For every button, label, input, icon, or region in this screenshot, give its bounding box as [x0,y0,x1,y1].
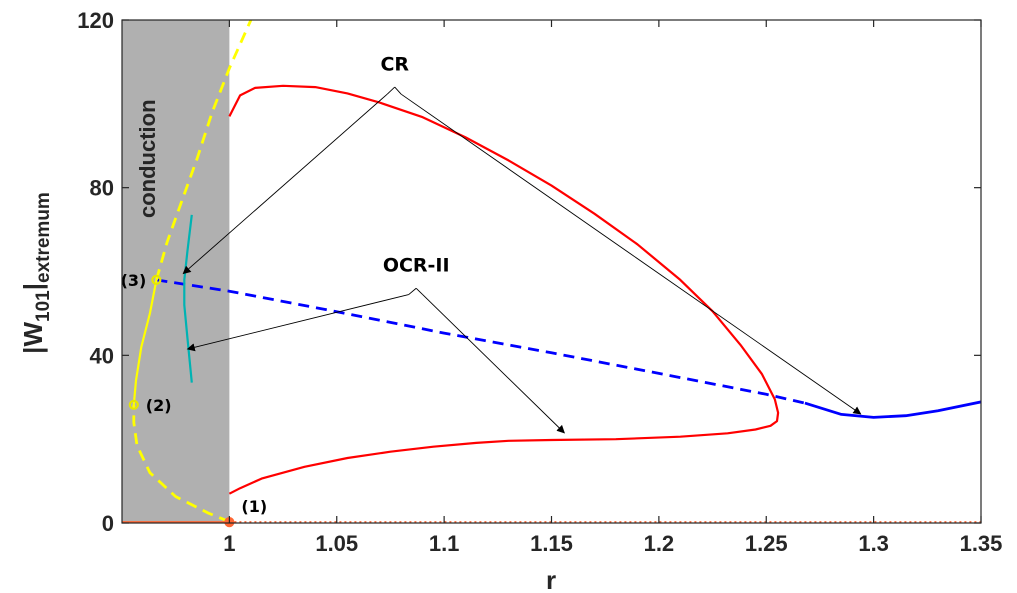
y-tick-label-2: 80 [90,176,114,201]
annotation-leader-1-0 [408,287,417,295]
series-line-4 [132,279,158,405]
annotation-text-1: OCR-II [383,255,450,277]
plot-frame [121,19,982,524]
x-tick-label-4: 1.2 [644,531,675,556]
marker-point-2 [151,274,162,285]
marker-label-0: (1) [241,497,267,516]
x-tick-label-5: 1.25 [745,531,788,556]
series-line-2 [804,400,981,419]
series-line-0 [228,84,780,495]
annotation-arrow-0-1 [400,93,862,415]
x-tick-label-1: 1.05 [315,531,358,556]
annotation-arrow-0-0 [182,93,388,275]
marker-point-1 [128,399,139,410]
x-tick-label-6: 1.3 [858,531,889,556]
y-axis-label: |W101|extremum [18,192,54,354]
x-tick-label-0: 1 [223,531,235,556]
annotation-arrow-1-1 [422,294,565,434]
marker-label-2: (3) [121,271,147,290]
annotation-text-0: CR [380,53,409,75]
y-tick-label-1: 40 [90,343,114,368]
annotation-leader-1-1 [415,287,423,295]
x-tick-label-2: 1.1 [429,531,460,556]
x-axis-label: r [546,565,556,593]
series-line-1 [156,278,806,405]
marker-layer: (1) (2) (3) [121,271,267,528]
annotation-leader-0-1 [394,86,402,95]
series-line-3 [132,404,230,523]
annotation-leader-0-0 [386,86,396,95]
marker-label-1: (2) [146,396,172,415]
series-line-5 [155,20,253,281]
annotation-arrow-1-0 [186,294,409,352]
annotation-layer: CR OCR-II [182,53,862,434]
axis-layer: 1 1.05 1.1 1.15 1.2 1.25 1.3 1.35 0 40 80 120 [77,8,1002,556]
series-layer [122,20,981,523]
conduction-label: conduction [135,99,160,218]
x-tick-label-3: 1.15 [530,531,573,556]
x-tick-label-7: 1.35 [960,531,1003,556]
conduction-region [122,20,230,523]
y-tick-label-3: 120 [77,8,114,33]
y-tick-label-0: 0 [102,511,114,536]
